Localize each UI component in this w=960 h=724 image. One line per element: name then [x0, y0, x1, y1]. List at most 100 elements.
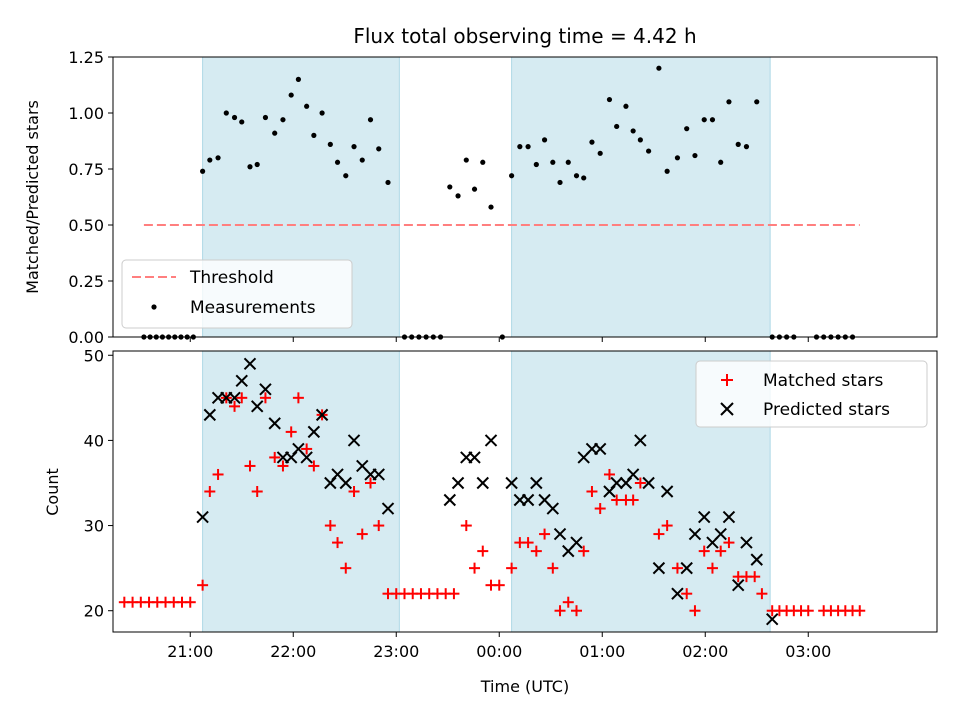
measurement-point	[247, 164, 253, 170]
measurement-point	[557, 179, 563, 186]
matched-star-point	[627, 494, 639, 506]
matched-star-point	[578, 545, 590, 557]
predicted-star-point	[451, 476, 465, 490]
measurement-point	[646, 148, 652, 154]
predicted-star-point	[505, 476, 518, 490]
measurement-point	[239, 119, 245, 125]
matched-star-point	[285, 426, 297, 438]
matched-star-point	[586, 486, 598, 497]
matched-star-point	[749, 571, 761, 583]
matched-star-point	[244, 460, 256, 472]
predicted-star-point	[642, 476, 655, 490]
measurement-point	[334, 159, 341, 165]
time-x-tick-label: 00:00	[476, 642, 522, 661]
count-y-tick-label: 40	[84, 431, 104, 450]
measurement-point	[533, 161, 539, 168]
measurement-point	[480, 159, 486, 165]
count-legend-box	[695, 360, 928, 428]
legend-predicted-label: Predicted stars	[763, 400, 890, 420]
measurement-point	[455, 193, 461, 199]
measurement-point	[573, 173, 580, 179]
measurement-point	[550, 159, 556, 165]
measurement-point	[726, 99, 732, 105]
measurement-point	[359, 157, 365, 163]
matched-star-point	[229, 400, 241, 412]
measurement-point	[295, 76, 301, 82]
measurement-point	[288, 92, 294, 98]
predicted-star-point	[553, 527, 567, 541]
predicted-star-point	[443, 493, 457, 507]
matched-star-point	[689, 605, 701, 617]
matched-star-point	[661, 520, 673, 532]
measurement-point	[581, 175, 587, 181]
measurement-point	[311, 132, 317, 138]
matched-star-point	[197, 579, 209, 591]
measurement-point	[319, 110, 325, 116]
measurement-point	[367, 117, 374, 123]
matched-star-point	[204, 486, 216, 497]
matched-star-point	[681, 588, 693, 600]
ratio-legend-box	[121, 259, 353, 329]
measurement-point	[565, 159, 571, 165]
matched-star-point	[292, 392, 304, 404]
x-axis-label: Time (UTC)	[480, 677, 569, 696]
predicted-star-point	[626, 468, 640, 481]
matched-star-point	[506, 562, 518, 574]
time-x-tick-label: 22:00	[270, 642, 316, 661]
matched-star-point	[348, 486, 360, 497]
measurement-point	[376, 146, 382, 152]
measurement-point	[343, 173, 349, 179]
matched-star-point	[301, 443, 313, 455]
matched-star-point	[571, 605, 582, 617]
predicted-star-point	[300, 451, 313, 464]
legend-threshold-label: Threshold	[189, 268, 274, 288]
measurement-point	[692, 152, 698, 159]
matched-star-point	[460, 520, 472, 532]
measurement-point	[630, 128, 636, 134]
measurement-point	[637, 137, 643, 143]
measurement-point	[207, 157, 213, 163]
matched-star-point	[530, 545, 542, 557]
shaded-interval	[511, 56, 771, 338]
matched-star-point	[671, 562, 683, 574]
predicted-star-point	[268, 417, 281, 430]
predicted-star-point	[307, 425, 321, 439]
predicted-star-point	[593, 442, 607, 456]
measurement-point	[471, 186, 478, 192]
measurement-point	[597, 150, 603, 156]
matched-star-point	[212, 468, 224, 480]
measurement-point	[272, 130, 278, 136]
measurement-point	[664, 168, 670, 174]
measurement-point	[231, 114, 238, 121]
predicted-star-point	[652, 561, 666, 575]
matched-star-point	[698, 545, 710, 557]
ratio-y-axis-label: Matched/Predicted stars	[23, 100, 42, 294]
measurement-point	[351, 144, 357, 150]
predicted-star-point	[339, 476, 352, 490]
matched-star-point	[611, 494, 623, 506]
measurement-point	[223, 110, 229, 116]
predicted-star-points	[196, 357, 779, 626]
predicted-star-point	[671, 587, 684, 600]
measurement-point	[525, 144, 531, 150]
matched-star-point	[184, 596, 196, 608]
matched-star-point	[251, 486, 263, 497]
measurement-point	[200, 168, 206, 174]
legend-measurements-label: Measurements	[190, 298, 316, 318]
predicted-star-point	[750, 553, 763, 566]
measurement-point	[701, 117, 707, 123]
measurement-point	[304, 103, 310, 109]
predicted-star-point	[203, 408, 217, 422]
ratio-y-tick-label: 1.25	[68, 48, 104, 67]
predicted-star-point	[546, 502, 560, 515]
measurement-point	[743, 144, 750, 150]
time-x-axis: 21:00 22:00 23:00 00:00 01:00 02:00 03:00	[167, 632, 831, 661]
matched-star-point	[365, 477, 376, 489]
matched-star-point	[653, 528, 665, 540]
predicted-star-point	[250, 400, 264, 413]
predicted-star-point	[660, 485, 674, 498]
matched-star-point	[448, 588, 460, 600]
count-y-axis: 20 30 40 50	[84, 346, 113, 621]
ratio-x-ticks	[189, 337, 809, 342]
